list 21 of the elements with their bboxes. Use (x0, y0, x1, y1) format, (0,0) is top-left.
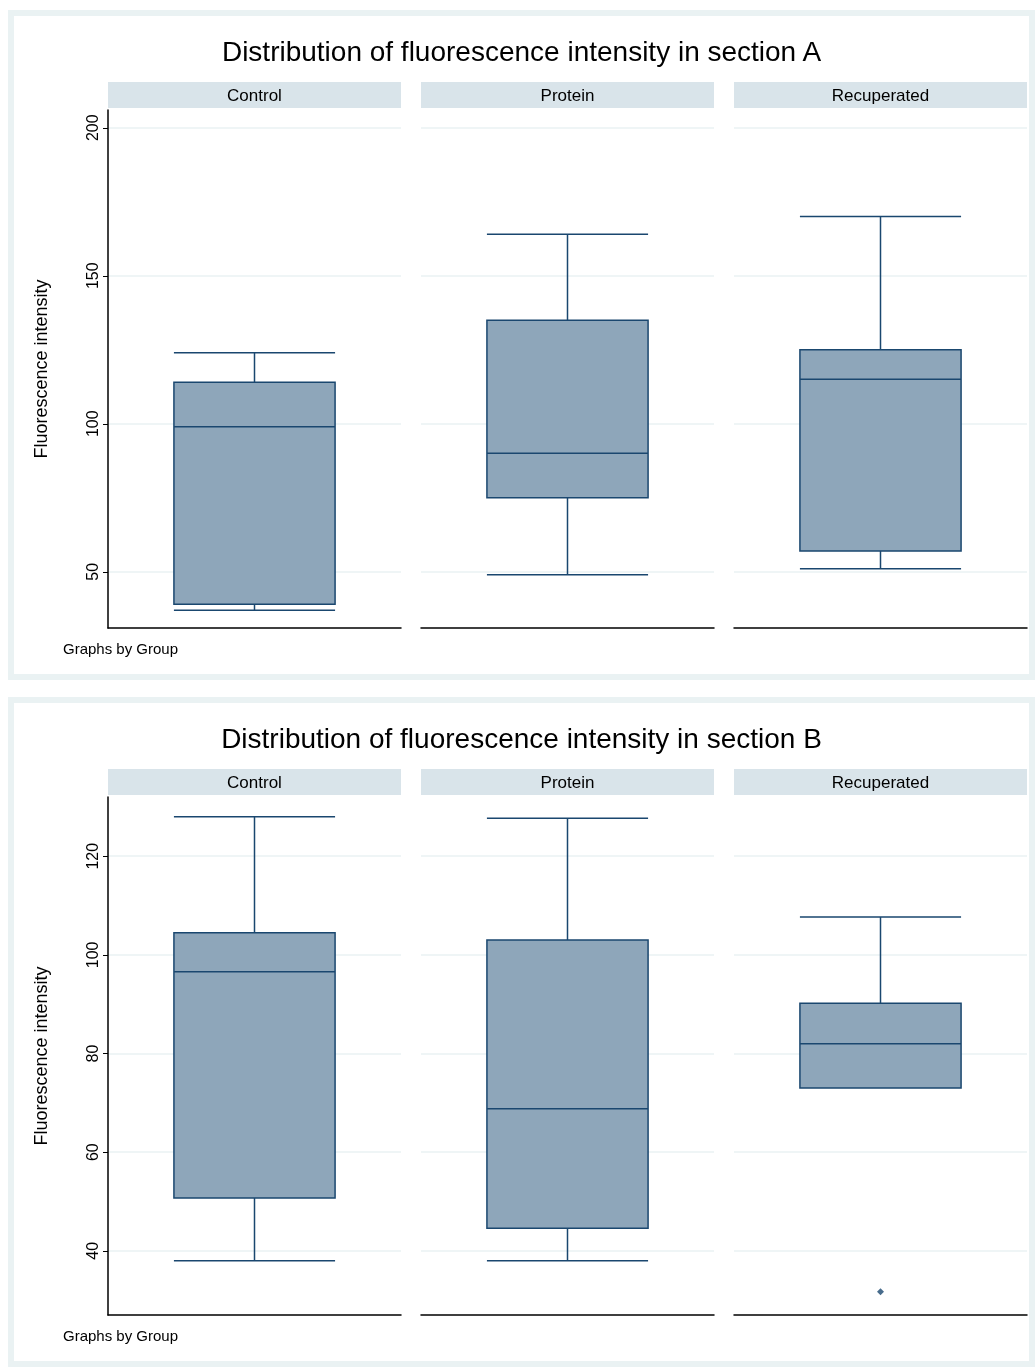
chart-title: Distribution of fluorescence intensity in section A (221, 35, 822, 67)
y-tick-label: 150 (83, 262, 101, 290)
y-tick-label: 120 (83, 842, 101, 870)
y-axis-title: Fluorescence intensity (31, 966, 51, 1146)
y-tick-label: 40 (83, 1241, 101, 1260)
text: Graphs by Group (63, 1327, 179, 1344)
x-tick-label: Protein (540, 772, 595, 792)
y-tick-label: 50 (83, 562, 101, 581)
y-tick-label: 100 (83, 941, 101, 969)
text: Graphs by Group (63, 640, 179, 657)
x-tick-label: Recuperated (831, 772, 930, 792)
x-tick-label: Control (227, 85, 282, 105)
y-tick-label: 100 (83, 410, 101, 438)
y-tick-label: 80 (83, 1044, 101, 1063)
y-tick-label: 60 (83, 1143, 101, 1162)
chart-title: Distribution of fluorescence intensity in section B (221, 722, 822, 754)
y-axis-title: Fluorescence intensity (31, 279, 51, 459)
y-tick-label: 200 (83, 114, 101, 142)
x-tick-label: Recuperated (831, 85, 930, 105)
x-tick-label: Protein (540, 85, 595, 105)
x-tick-label: Control (227, 772, 282, 792)
